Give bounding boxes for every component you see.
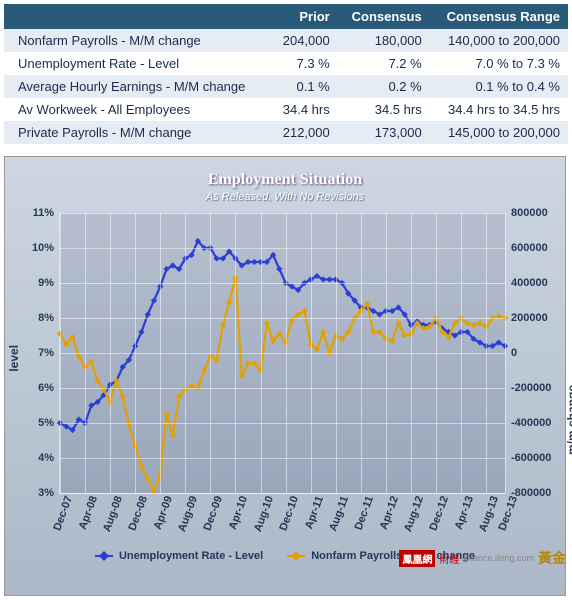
table-cell: Private Payrolls - M/M change <box>4 121 270 144</box>
table-cell: 34.4 hrs to 34.5 hrs <box>430 98 568 121</box>
econ-data-table: PriorConsensusConsensus Range Nonfarm Pa… <box>4 4 568 144</box>
table-header-cell: Prior <box>270 4 337 29</box>
ytick-right: -600000 <box>505 452 551 464</box>
ytick-left: 7% <box>38 347 60 359</box>
table-row: Nonfarm Payrolls - M/M change204,000180,… <box>4 29 568 52</box>
employment-chart-panel: Employment Situation As Released, With N… <box>4 156 566 596</box>
ytick-left: 11% <box>33 207 60 219</box>
series-line <box>60 278 505 492</box>
table-cell: 34.4 hrs <box>270 98 337 121</box>
watermark-sub: 財經 <box>439 551 459 566</box>
table-cell: 173,000 <box>338 121 430 144</box>
watermark-logo: 鳳凰網 <box>399 550 435 567</box>
chart-title: Employment Situation <box>15 171 555 189</box>
table-row: Av Workweek - All Employees34.4 hrs34.5 … <box>4 98 568 121</box>
table-cell: 0.1 % <box>270 75 337 98</box>
table-cell: 7.2 % <box>338 52 430 75</box>
table-cell: 0.2 % <box>338 75 430 98</box>
legend-item: Unemployment Rate - Level <box>95 550 263 562</box>
right-axis-label: m/m change <box>565 385 572 455</box>
table-header-cell: Consensus <box>338 4 430 29</box>
table-cell: Av Workweek - All Employees <box>4 98 270 121</box>
table-cell: 34.5 hrs <box>338 98 430 121</box>
xtick: Aug-09 <box>171 492 201 533</box>
table-cell: Unemployment Rate - Level <box>4 52 270 75</box>
legend-swatch <box>287 555 305 557</box>
chart-plot-area: 3%-8000004%-6000005%-4000006%-2000007%08… <box>59 213 505 494</box>
table-cell: 0.1 % to 0.4 % <box>430 75 568 98</box>
ytick-left: 6% <box>38 382 60 394</box>
table-row: Unemployment Rate - Level7.3 %7.2 %7.0 %… <box>4 52 568 75</box>
xtick: Dec-09 <box>196 492 225 532</box>
table-cell: 7.0 % to 7.3 % <box>430 52 568 75</box>
table-header-cell: Consensus Range <box>430 4 568 29</box>
table-cell: 145,000 to 200,000 <box>430 121 568 144</box>
watermark-tail: 黃金 <box>538 548 566 568</box>
series-line <box>60 241 505 430</box>
table-cell: 212,000 <box>270 121 337 144</box>
table-row: Private Payrolls - M/M change212,000173,… <box>4 121 568 144</box>
ytick-right: 0 <box>505 347 517 359</box>
table-cell: 140,000 to 200,000 <box>430 29 568 52</box>
table-row: Average Hourly Earnings - M/M change0.1 … <box>4 75 568 98</box>
legend-swatch <box>95 555 113 557</box>
table-cell: Average Hourly Earnings - M/M change <box>4 75 270 98</box>
table-header: PriorConsensusConsensus Range <box>4 4 568 29</box>
xtick: Dec-08 <box>121 492 150 532</box>
ytick-left: 9% <box>38 277 60 289</box>
ytick-left: 10% <box>32 242 60 254</box>
left-axis-label: level <box>7 345 21 372</box>
table-cell: 204,000 <box>270 29 337 52</box>
xtick: Aug-10 <box>246 492 276 533</box>
chart-subtitle: As Released, With No Revisions <box>15 191 555 203</box>
ytick-left: 4% <box>38 452 60 464</box>
table-header-cell <box>4 4 270 29</box>
ytick-right: -400000 <box>505 417 551 429</box>
ytick-right: 200000 <box>505 312 548 324</box>
ytick-left: 5% <box>38 417 60 429</box>
table-cell: 7.3 % <box>270 52 337 75</box>
xtick: Dec-11 <box>347 492 376 532</box>
ytick-right: 400000 <box>505 277 548 289</box>
ytick-right: 600000 <box>505 242 548 254</box>
ytick-right: 800000 <box>505 207 548 219</box>
table-cell: Nonfarm Payrolls - M/M change <box>4 29 270 52</box>
table-cell: 180,000 <box>338 29 430 52</box>
legend-label: Unemployment Rate - Level <box>119 550 263 562</box>
ytick-left: 8% <box>38 312 60 324</box>
ytick-right: -200000 <box>505 382 551 394</box>
watermark-url: finance.ifeng.com <box>463 553 534 563</box>
source-watermark: 鳳凰網 財經 finance.ifeng.com 黃金 <box>399 548 566 568</box>
xtick: Dec-12 <box>422 492 451 532</box>
